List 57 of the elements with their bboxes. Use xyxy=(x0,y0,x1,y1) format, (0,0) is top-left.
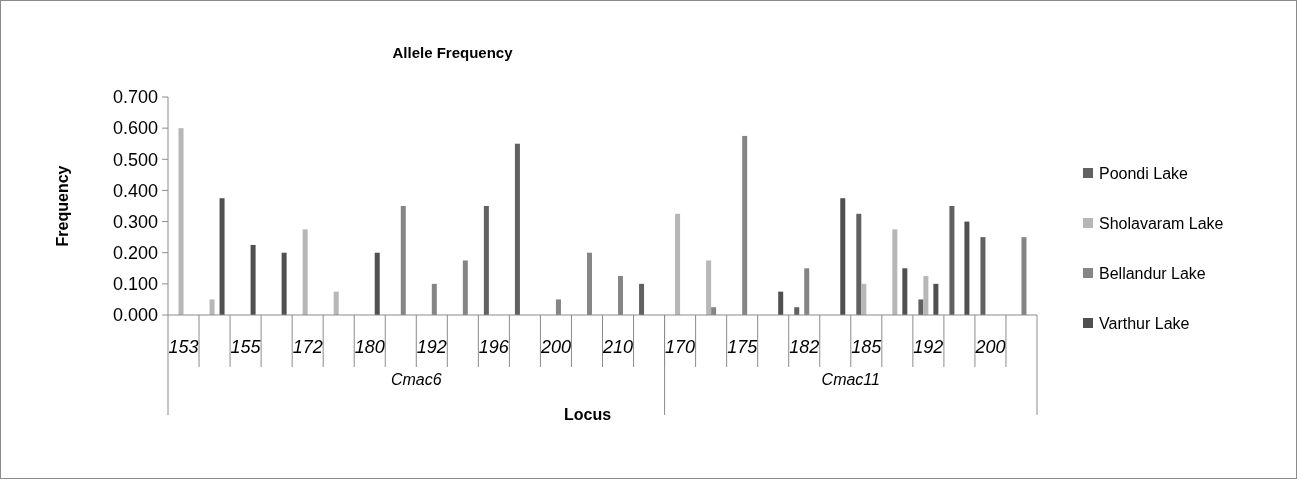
x-tick-label: 153 xyxy=(168,337,199,358)
y-tick-label: 0.500 xyxy=(112,149,158,170)
x-tick-label: 200 xyxy=(539,337,571,358)
bar xyxy=(250,244,256,315)
bar xyxy=(178,128,184,315)
legend-label: Varthur Lake xyxy=(1099,314,1190,332)
bar xyxy=(861,283,867,315)
bar xyxy=(302,229,308,315)
x-tick-label: 192 xyxy=(416,337,447,358)
legend-label: Sholavaram Lake xyxy=(1099,214,1224,232)
x-tick-label: 180 xyxy=(354,337,385,358)
chart-title: Allele Frequency xyxy=(392,44,514,61)
bar xyxy=(778,291,784,315)
x-tick-label: 175 xyxy=(727,337,759,358)
bar xyxy=(281,252,287,315)
y-tick-label: 0.400 xyxy=(112,180,158,201)
bar xyxy=(933,283,939,315)
bar xyxy=(980,237,986,315)
y-tick-label: 0.100 xyxy=(112,274,158,295)
bar xyxy=(219,198,225,315)
x-tick-label: 192 xyxy=(913,337,944,358)
bar xyxy=(333,291,339,315)
legend-label: Bellandur Lake xyxy=(1099,264,1206,282)
text: Cmac6 xyxy=(390,371,442,388)
bar xyxy=(949,206,955,315)
y-tick-label: 0.700 xyxy=(112,87,158,108)
bar xyxy=(856,213,862,315)
y-tick-label: 0.300 xyxy=(112,211,158,232)
x-axis-title: Locus xyxy=(563,406,612,423)
bar xyxy=(840,198,846,315)
x-tick-label: 200 xyxy=(974,337,1006,358)
x-tick-label: 155 xyxy=(230,337,262,358)
bar xyxy=(892,229,898,315)
bar xyxy=(514,143,520,315)
y-tick-label: 0.600 xyxy=(112,118,158,139)
bar xyxy=(706,260,712,315)
text: Cmac11 xyxy=(821,371,880,388)
x-tick-label: 172 xyxy=(292,337,323,358)
legend-label: Poondi Lake xyxy=(1099,164,1189,182)
y-axis-title: Frequency xyxy=(54,165,71,247)
bar xyxy=(923,276,929,315)
x-tick-label: 185 xyxy=(851,337,883,358)
bar xyxy=(964,221,970,315)
bar xyxy=(794,307,800,315)
bar xyxy=(902,268,908,315)
x-tick-label: 182 xyxy=(789,337,820,358)
y-tick-label: 0.000 xyxy=(112,305,158,326)
x-tick-label: 210 xyxy=(601,337,634,358)
x-tick-label: 196 xyxy=(478,337,510,358)
bar xyxy=(918,299,924,315)
y-tick-label: 0.200 xyxy=(112,243,158,264)
bar xyxy=(209,299,215,315)
bar xyxy=(675,213,681,315)
bar xyxy=(483,206,489,315)
bar xyxy=(374,252,380,315)
x-tick-label: 170 xyxy=(665,337,696,358)
bar xyxy=(639,283,645,315)
